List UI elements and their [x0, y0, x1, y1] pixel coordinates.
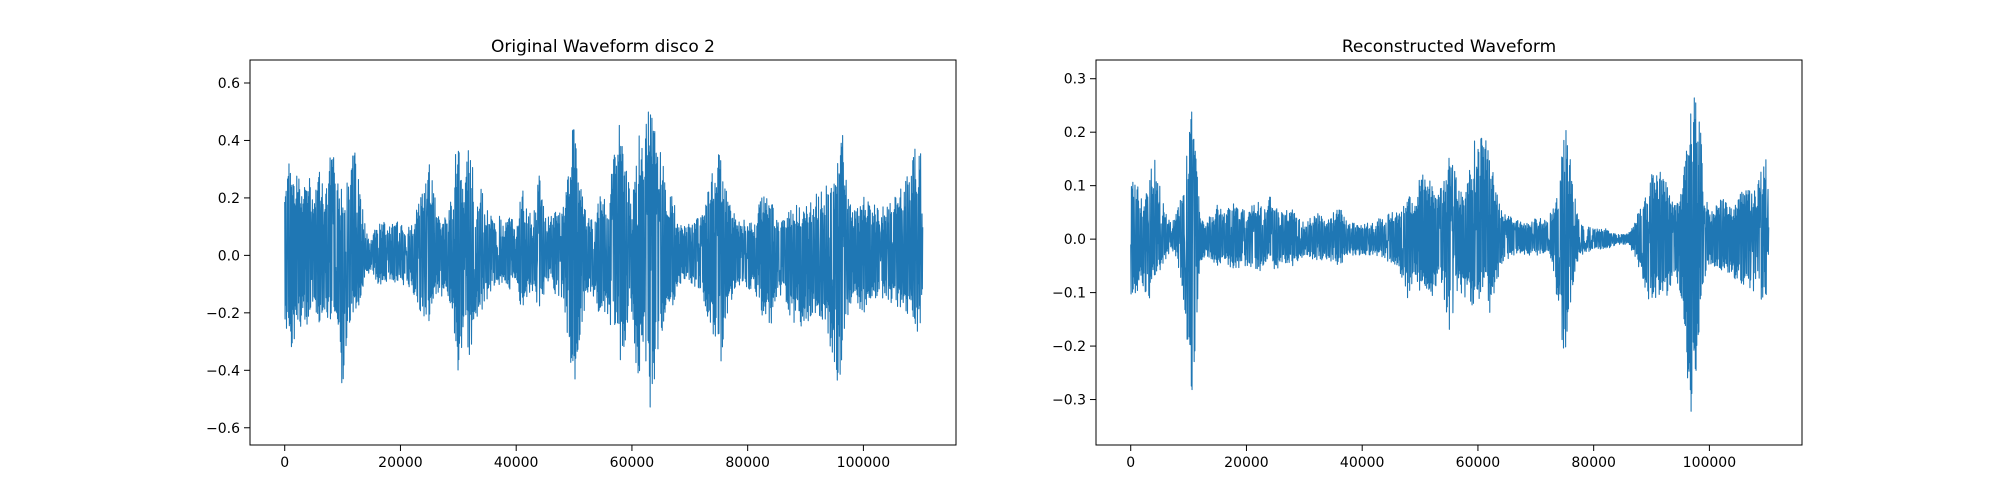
x-tick-label: 60000 [610, 455, 655, 471]
axes-frame-original [249, 59, 957, 446]
axes-frame-reconstructed [1095, 59, 1803, 446]
y-tick-label: −0.2 [206, 306, 240, 322]
waveform-line-original [284, 111, 924, 408]
x-tick-label: 80000 [725, 455, 770, 471]
y-axis-reconstructed: −0.3 −0.2 −0.1 0.0 0.1 0.2 0.3 [1052, 72, 1096, 409]
x-tick-label: 0 [280, 455, 289, 471]
y-tick-label: −0.3 [1052, 393, 1086, 409]
x-tick-label: 0 [1126, 455, 1135, 471]
x-tick-label: 20000 [378, 455, 423, 471]
chart-title-original: Original Waveform disco 2 [491, 37, 715, 57]
y-tick-label: −0.4 [206, 363, 240, 379]
y-tick-label: 0.0 [218, 248, 240, 264]
plot-area-original [284, 111, 924, 408]
y-tick-label: −0.1 [1052, 286, 1086, 302]
x-tick-label: 20000 [1224, 455, 1269, 471]
y-tick-label: 0.3 [1064, 72, 1086, 88]
y-tick-label: 0.1 [1064, 179, 1086, 195]
x-tick-label: 60000 [1456, 455, 1501, 471]
reconstructed-waveform-chart: Reconstructed Waveform 0 20000 40000 60000 8… [1052, 37, 1803, 471]
waveform-line-reconstructed [1130, 97, 1770, 412]
y-tick-label: 0.6 [218, 76, 240, 92]
x-tick-label: 100000 [837, 455, 890, 471]
x-tick-label: 40000 [1340, 455, 1385, 471]
y-tick-label: −0.6 [206, 421, 240, 437]
x-axis-original: 0 20000 40000 60000 80000 100000 [280, 445, 890, 471]
y-tick-label: 0.4 [218, 133, 240, 149]
x-tick-label: 80000 [1571, 455, 1616, 471]
y-tick-label: 0.2 [218, 191, 240, 207]
x-tick-label: 40000 [494, 455, 539, 471]
x-axis-reconstructed: 0 20000 40000 60000 80000 100000 [1126, 445, 1736, 471]
y-tick-label: −0.2 [1052, 339, 1086, 355]
x-tick-label: 100000 [1683, 455, 1736, 471]
y-tick-label: 0.0 [1064, 232, 1086, 248]
plot-area-reconstructed [1130, 97, 1770, 412]
y-tick-label: 0.2 [1064, 125, 1086, 141]
y-axis-original: −0.6 −0.4 −0.2 0.0 0.2 0.4 0.6 [206, 76, 250, 437]
chart-title-reconstructed: Reconstructed Waveform [1342, 37, 1556, 57]
original-waveform-chart: Original Waveform disco 2 0 20000 40000 600… [206, 37, 957, 471]
